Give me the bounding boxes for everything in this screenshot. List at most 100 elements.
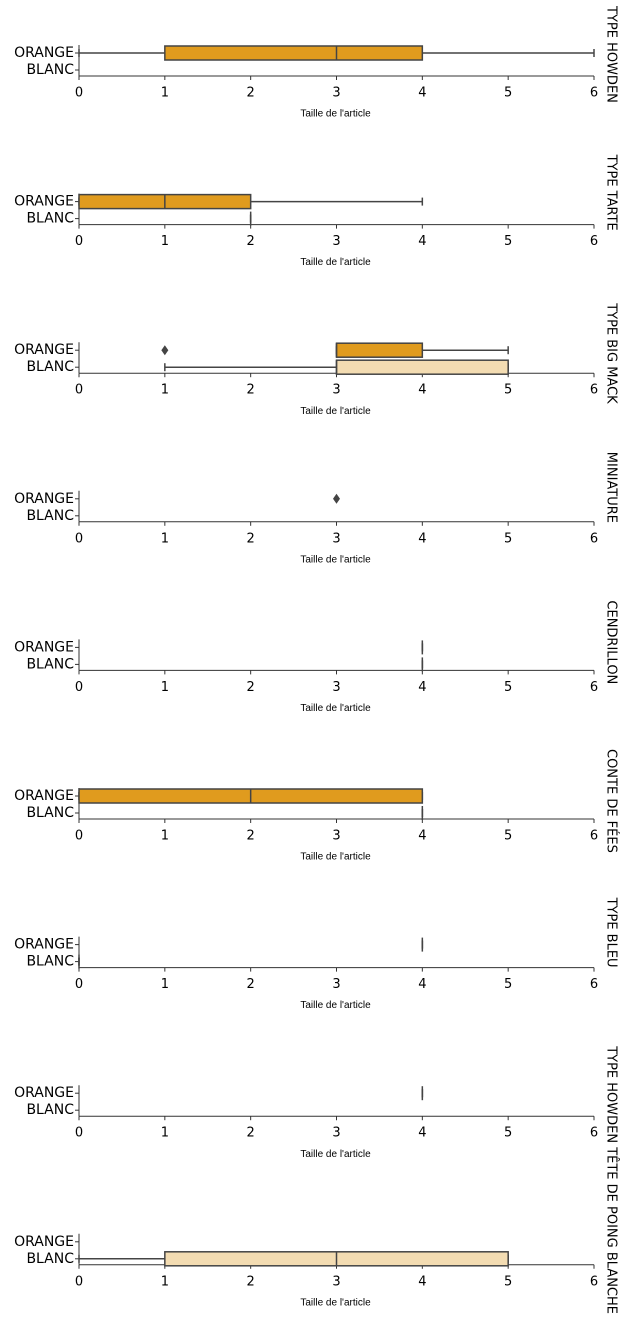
x-tick-label: 2 bbox=[247, 977, 255, 992]
x-tick-label: 2 bbox=[247, 234, 255, 249]
category-label: ORANGE bbox=[14, 788, 74, 804]
x-tick-label: 3 bbox=[332, 829, 340, 844]
x-tick-label: 5 bbox=[504, 383, 512, 398]
outlier bbox=[161, 345, 169, 356]
x-tick-label: 3 bbox=[332, 1274, 340, 1289]
x-tick-label: 6 bbox=[590, 1274, 598, 1289]
x-tick-label: 4 bbox=[418, 1126, 426, 1141]
x-tick-label: 0 bbox=[75, 829, 83, 844]
x-tick-label: 4 bbox=[418, 1274, 426, 1289]
panel: 0 1 2 3 4 5 6 Taille de l'article TYPE TARTE ORAN… bbox=[14, 154, 618, 269]
x-tick-label: 6 bbox=[590, 1126, 598, 1141]
category-label: ORANGE bbox=[14, 194, 74, 210]
category-label: BLANC bbox=[26, 1251, 74, 1267]
x-tick-label: 0 bbox=[75, 531, 83, 546]
x-tick-label: 0 bbox=[75, 383, 83, 398]
x-tick-label: 4 bbox=[418, 531, 426, 546]
panel-title: TYPE TARTE bbox=[604, 154, 619, 231]
panel: 0 1 2 3 4 5 6 Taille de l'article CONTE DE FÉES O… bbox=[14, 749, 619, 863]
x-tick-label: 1 bbox=[161, 86, 169, 101]
x-tick-label: 1 bbox=[161, 1126, 169, 1141]
x-tick-label: 1 bbox=[161, 829, 169, 844]
panel-title: MINIATURE bbox=[604, 452, 619, 523]
x-tick-label: 4 bbox=[418, 680, 426, 695]
x-tick-label: 4 bbox=[418, 383, 426, 398]
x-tick-label: 3 bbox=[332, 86, 340, 101]
x-axis-label: Taille de l'article bbox=[300, 109, 371, 120]
x-tick-label: 0 bbox=[75, 86, 83, 101]
x-tick-label: 1 bbox=[161, 680, 169, 695]
category-label: BLANC bbox=[26, 359, 74, 375]
x-axis-label: Taille de l'article bbox=[300, 257, 371, 268]
panel-title: CONTE DE FÉES bbox=[604, 749, 620, 853]
category-label: ORANGE bbox=[14, 1234, 74, 1250]
x-tick-label: 3 bbox=[332, 680, 340, 695]
x-tick-label: 6 bbox=[590, 680, 598, 695]
x-tick-label: 0 bbox=[75, 1126, 83, 1141]
category-label: BLANC bbox=[26, 508, 74, 524]
x-tick-label: 2 bbox=[247, 829, 255, 844]
x-tick-label: 5 bbox=[504, 977, 512, 992]
x-tick-label: 2 bbox=[247, 86, 255, 101]
x-tick-label: 4 bbox=[418, 977, 426, 992]
x-tick-label: 0 bbox=[75, 234, 83, 249]
box bbox=[335, 342, 424, 358]
category-label: ORANGE bbox=[14, 45, 74, 61]
x-tick-label: 2 bbox=[247, 1274, 255, 1289]
x-tick-label: 5 bbox=[504, 234, 512, 249]
x-axis-label: Taille de l'article bbox=[300, 554, 371, 565]
x-tick-label: 5 bbox=[504, 1274, 512, 1289]
panel-title: TYPE BIG MACK bbox=[604, 302, 619, 404]
x-tick-label: 3 bbox=[332, 531, 340, 546]
category-label: ORANGE bbox=[14, 491, 74, 507]
category-label: BLANC bbox=[26, 211, 74, 227]
x-tick-label: 3 bbox=[332, 1126, 340, 1141]
x-tick-label: 6 bbox=[590, 531, 598, 546]
x-tick-label: 5 bbox=[504, 86, 512, 101]
x-tick-label: 2 bbox=[247, 680, 255, 695]
x-tick-label: 3 bbox=[332, 234, 340, 249]
outlier bbox=[333, 493, 340, 504]
x-tick-label: 1 bbox=[161, 383, 169, 398]
category-label: BLANC bbox=[26, 656, 74, 672]
x-tick-label: 5 bbox=[504, 531, 512, 546]
x-tick-label: 2 bbox=[247, 531, 255, 546]
panel-title: TYPE BLEU bbox=[604, 897, 619, 968]
panel-title: TYPE HOWDEN bbox=[604, 5, 619, 103]
category-label: BLANC bbox=[26, 62, 74, 78]
x-tick-label: 3 bbox=[332, 977, 340, 992]
panel: 0 1 2 3 4 5 6 Taille de l'article TYPE HOWDEN TÊ… bbox=[14, 1045, 619, 1314]
category-label: BLANC bbox=[26, 1102, 74, 1118]
x-tick-label: 5 bbox=[504, 1126, 512, 1141]
panel: 0 1 2 3 4 5 6 Taille de l'article CENDRILLON ORAN… bbox=[14, 600, 618, 714]
x-axis-label: Taille de l'article bbox=[300, 703, 371, 714]
x-tick-label: 5 bbox=[504, 829, 512, 844]
x-tick-label: 5 bbox=[504, 680, 512, 695]
x-axis-label: Taille de l'article bbox=[300, 852, 371, 863]
x-tick-label: 4 bbox=[418, 234, 426, 249]
box bbox=[335, 359, 509, 375]
x-axis-label: Taille de l'article bbox=[300, 1149, 371, 1160]
x-tick-label: 1 bbox=[161, 531, 169, 546]
category-label: ORANGE bbox=[14, 342, 74, 358]
x-tick-label: 4 bbox=[418, 829, 426, 844]
x-tick-label: 1 bbox=[161, 1274, 169, 1289]
panel-title: TYPE HOWDEN TÊTE DE POING BLANCHE bbox=[604, 1045, 620, 1314]
x-tick-label: 2 bbox=[247, 383, 255, 398]
panel: 0 1 2 3 4 5 6 Taille de l'article MINIATURE ORANG… bbox=[14, 452, 618, 566]
panel: 0 1 2 3 4 5 6 Taille de l'article TYPE BIG MACK O… bbox=[14, 302, 618, 417]
x-axis-label: Taille de l'article bbox=[300, 406, 371, 417]
x-tick-label: 0 bbox=[75, 680, 83, 695]
x-tick-label: 4 bbox=[418, 86, 426, 101]
x-tick-label: 6 bbox=[590, 383, 598, 398]
panel: 0 1 2 3 4 5 6 Taille de l'article TYPE BLEU ORANG… bbox=[14, 897, 618, 1012]
category-label: BLANC bbox=[26, 954, 74, 970]
x-tick-label: 6 bbox=[590, 234, 598, 249]
category-label: BLANC bbox=[26, 805, 74, 821]
box bbox=[164, 45, 424, 61]
x-tick-label: 1 bbox=[161, 234, 169, 249]
panel-title: CENDRILLON bbox=[604, 600, 619, 684]
x-axis-label: Taille de l'article bbox=[300, 1297, 371, 1308]
